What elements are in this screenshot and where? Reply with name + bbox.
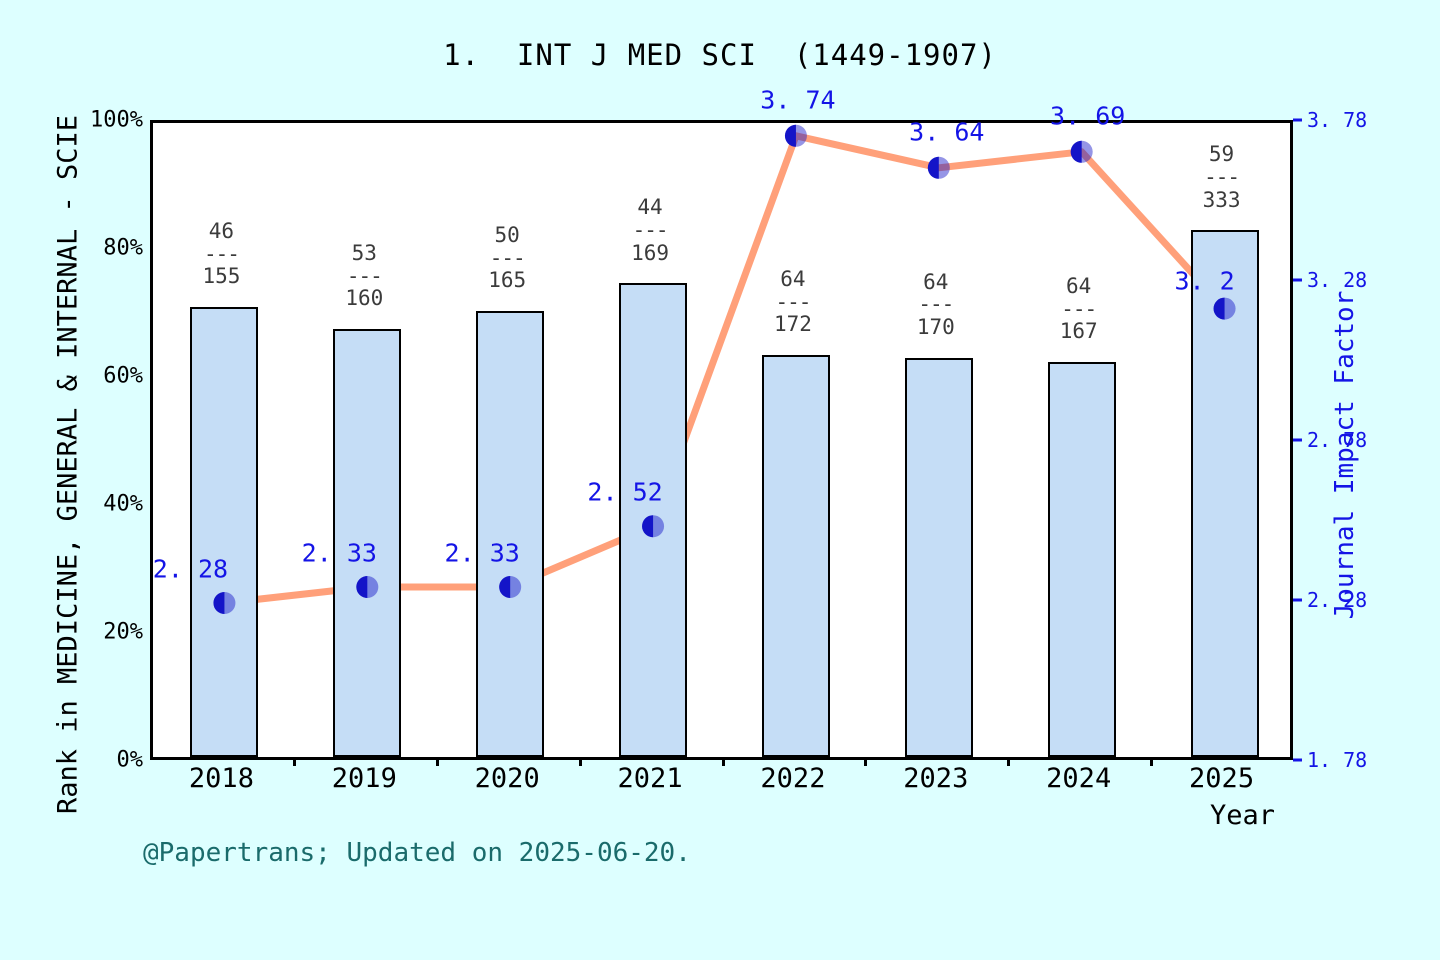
rank-numerator: 46 bbox=[208, 219, 235, 244]
bar-2020[interactable] bbox=[476, 310, 545, 757]
rank-denominator: 172 bbox=[773, 312, 812, 337]
left-tick-label: 60% bbox=[103, 363, 143, 389]
bar-2024[interactable] bbox=[1047, 362, 1116, 757]
right-tick-mark bbox=[1293, 758, 1302, 762]
bar-annotation-2023: 64 --- 170 bbox=[916, 269, 955, 339]
x-tick-label: 2020 bbox=[474, 763, 540, 794]
bar-annotation-2021: 44 --- 169 bbox=[631, 196, 669, 264]
x-tick-mark bbox=[435, 757, 439, 766]
x-tick-mark bbox=[1150, 757, 1154, 766]
rank-denominator: 167 bbox=[1059, 319, 1098, 344]
rank-numerator: 64 bbox=[923, 269, 949, 294]
x-tick-label: 2021 bbox=[617, 763, 683, 794]
footer-credit: @Papertrans; Updated on 2025-06-20. bbox=[143, 838, 691, 868]
rank-divider: --- bbox=[1204, 164, 1240, 189]
bar-2018[interactable] bbox=[190, 307, 259, 757]
rank-denominator: 165 bbox=[488, 268, 527, 293]
bar-2022[interactable] bbox=[761, 355, 830, 757]
left-tick-label: 80% bbox=[103, 235, 143, 261]
rank-denominator: 160 bbox=[345, 286, 384, 311]
rank-divider: --- bbox=[918, 292, 954, 317]
plot-area: 2. 28 2. 33 2. 33 2. 52 3. 74 3. 64 3. 69 3. 2 bbox=[150, 85, 1293, 760]
impact-factor-label-2018: 2. 28 bbox=[152, 554, 229, 584]
left-tick-label: 100% bbox=[90, 107, 143, 133]
x-tick-mark bbox=[292, 757, 296, 766]
x-tick-label: 2022 bbox=[760, 763, 826, 794]
rank-numerator: 44 bbox=[637, 195, 663, 220]
bar-annotation-2022: 64 --- 172 bbox=[774, 268, 812, 336]
rank-divider: --- bbox=[203, 241, 240, 266]
rank-numerator: 64 bbox=[1066, 274, 1092, 299]
right-tick-mark bbox=[1293, 438, 1302, 442]
right-tick-label: 2. 28 bbox=[1307, 588, 1368, 612]
right-tick-mark bbox=[1293, 598, 1302, 602]
x-tick-mark bbox=[1007, 757, 1011, 766]
bar-2025[interactable] bbox=[1190, 230, 1259, 757]
impact-factor-line-layer bbox=[220, 132, 1229, 607]
rank-divider: --- bbox=[632, 218, 669, 243]
bar-2021[interactable] bbox=[619, 283, 688, 757]
impact-factor-label-2019: 2. 33 bbox=[301, 538, 377, 568]
right-tick-label: 2. 78 bbox=[1307, 428, 1368, 452]
rank-divider: --- bbox=[1061, 296, 1097, 321]
impact-factor-label-2020: 2. 33 bbox=[444, 538, 520, 568]
right-tick-label: 1. 78 bbox=[1307, 748, 1368, 772]
x-tick-label: 2025 bbox=[1189, 763, 1255, 794]
right-tick-mark bbox=[1293, 278, 1302, 282]
x-axis-title: Year bbox=[1210, 800, 1276, 831]
x-tick-label: 2019 bbox=[331, 763, 397, 794]
right-axis-title: Journal Impact Factor bbox=[1330, 290, 1360, 620]
x-tick-label: 2018 bbox=[188, 763, 254, 794]
rank-numerator: 53 bbox=[351, 240, 377, 265]
bar-annotation-2025: 59 --- 333 bbox=[1203, 143, 1241, 211]
right-tick-label: 3. 78 bbox=[1307, 108, 1368, 132]
impact-factor-label-2021: 2. 52 bbox=[587, 477, 663, 507]
bar-annotation-2019: 53 --- 160 bbox=[345, 242, 383, 310]
x-tick-label: 2024 bbox=[1046, 763, 1112, 794]
left-axis-title: Rank in MEDICINE, GENERAL & INTERNAL - S… bbox=[52, 115, 84, 814]
rank-denominator: 169 bbox=[631, 240, 670, 265]
left-tick-label: 0% bbox=[116, 747, 144, 773]
rank-divider: --- bbox=[489, 245, 526, 270]
x-tick-mark bbox=[721, 757, 725, 766]
impact-factor-label-2024: 3. 69 bbox=[1050, 101, 1126, 131]
rank-denominator: 170 bbox=[916, 314, 955, 339]
rank-numerator: 50 bbox=[494, 222, 520, 247]
bar-annotation-2024: 64 --- 167 bbox=[1060, 275, 1098, 343]
rank-denominator: 333 bbox=[1202, 187, 1241, 212]
bar-annotation-2018: 46 --- 155 bbox=[202, 220, 240, 288]
rank-numerator: 59 bbox=[1208, 142, 1235, 167]
rank-numerator: 64 bbox=[780, 267, 806, 292]
impact-factor-label-2023: 3. 64 bbox=[909, 117, 985, 147]
x-tick-mark bbox=[578, 757, 582, 766]
left-tick-label: 20% bbox=[103, 619, 143, 645]
x-tick-label: 2023 bbox=[903, 763, 969, 794]
rank-divider: --- bbox=[346, 263, 383, 288]
right-tick-mark bbox=[1293, 118, 1302, 122]
impact-factor-label-2022: 3. 74 bbox=[760, 85, 836, 115]
right-tick-label: 3. 28 bbox=[1307, 268, 1368, 292]
left-tick-label: 40% bbox=[103, 491, 143, 517]
bar-2019[interactable] bbox=[333, 328, 402, 757]
plot-inner: 2. 28 2. 33 2. 33 2. 52 3. 74 3. 64 3. 69 3. 2 bbox=[152, 85, 1290, 757]
impact-factor-label-2025: 3. 2 bbox=[1174, 266, 1235, 296]
bar-annotation-2020: 50 --- 165 bbox=[488, 224, 526, 292]
x-tick-mark bbox=[864, 757, 868, 766]
chart-title: 1. INT J MED SCI (1449-1907) bbox=[443, 38, 997, 72]
rank-divider: --- bbox=[775, 289, 811, 314]
rank-denominator: 155 bbox=[202, 264, 241, 289]
bar-2023[interactable] bbox=[904, 357, 973, 757]
